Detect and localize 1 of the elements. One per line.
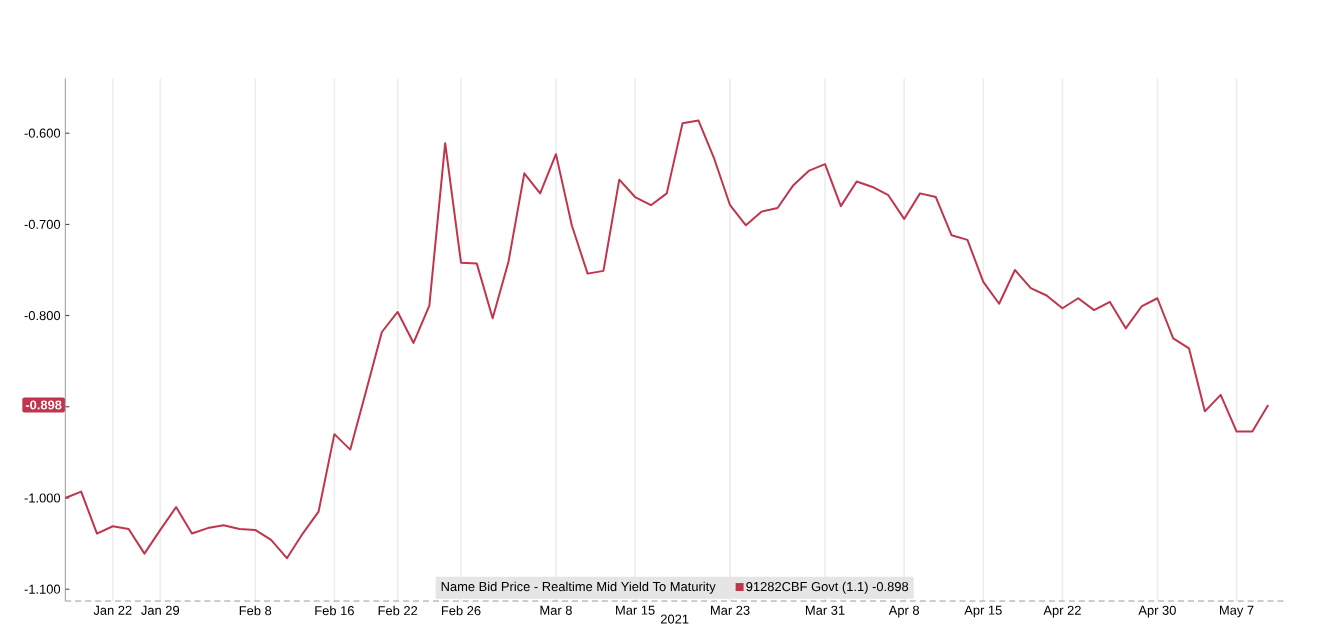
line-series: [64, 119, 1270, 560]
